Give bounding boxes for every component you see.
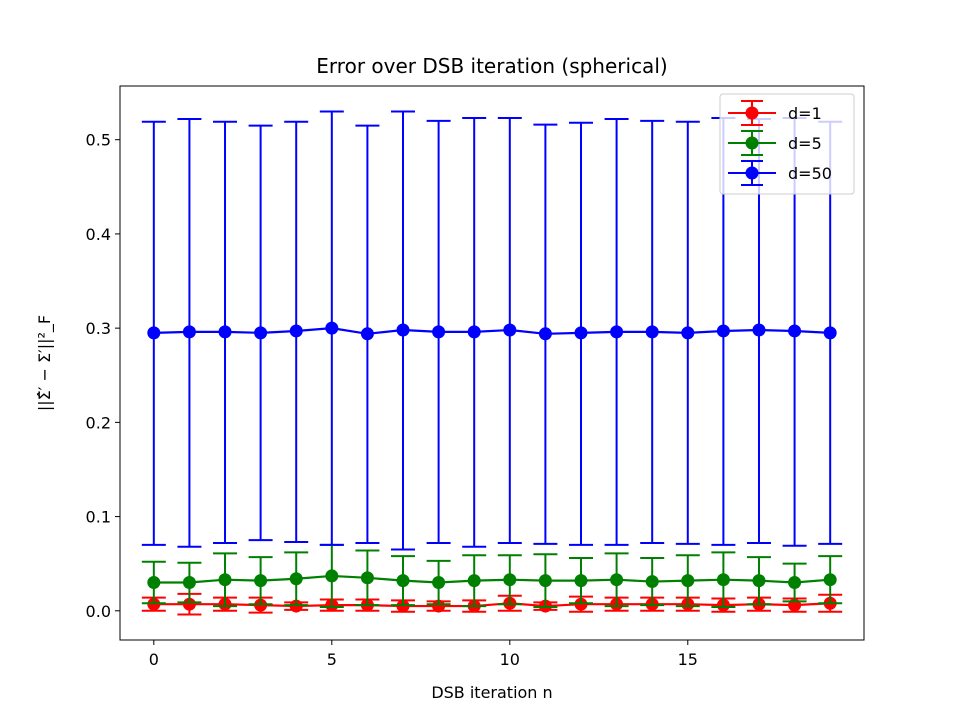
data-point — [681, 326, 695, 340]
data-point — [432, 576, 446, 590]
data-point — [289, 572, 303, 586]
legend-label: d=5 — [788, 134, 822, 153]
data-point — [467, 325, 481, 339]
data-point — [325, 569, 339, 583]
data-point — [254, 574, 268, 588]
data-point — [432, 599, 446, 613]
y-tick-label: 0.0 — [86, 602, 111, 621]
y-tick-label: 0.3 — [86, 319, 111, 338]
legend-marker — [745, 136, 759, 150]
data-point — [396, 574, 410, 588]
y-tick-label: 0.4 — [86, 225, 111, 244]
data-point — [360, 571, 374, 585]
x-axis-ticks: 0 5 10 15 — [149, 640, 698, 669]
data-point — [218, 573, 232, 587]
data-point — [147, 326, 161, 340]
data-point — [752, 323, 766, 337]
x-tick-label: 15 — [678, 650, 698, 669]
data-point — [503, 323, 517, 337]
data-point — [823, 573, 837, 587]
data-point — [360, 327, 374, 341]
data-point — [182, 576, 196, 590]
data-point — [645, 575, 659, 589]
data-point — [716, 324, 730, 338]
y-axis-ticks: 0.0 0.1 0.2 0.3 0.4 0.5 — [86, 131, 120, 621]
data-point — [182, 325, 196, 339]
chart-title: Error over DSB iteration (spherical) — [316, 54, 667, 78]
data-point — [147, 576, 161, 590]
legend-marker — [745, 166, 759, 180]
data-point — [610, 325, 624, 339]
x-tick-label: 0 — [149, 650, 159, 669]
legend: d=1 d=5 d=50 — [719, 93, 855, 195]
x-tick-label: 10 — [500, 650, 520, 669]
data-point — [823, 326, 837, 340]
data-point — [538, 327, 552, 341]
data-point — [182, 597, 196, 611]
data-point — [218, 325, 232, 339]
data-point — [467, 574, 481, 588]
data-point — [254, 326, 268, 340]
data-point — [610, 573, 624, 587]
x-tick-label: 5 — [327, 650, 337, 669]
data-point — [752, 574, 766, 588]
data-point — [788, 576, 802, 590]
data-point — [503, 573, 517, 587]
data-point — [716, 573, 730, 587]
y-tick-label: 0.5 — [86, 131, 111, 150]
data-point — [396, 323, 410, 337]
y-tick-label: 0.1 — [86, 508, 111, 527]
data-point — [681, 574, 695, 588]
axes-frame — [119, 85, 865, 641]
data-point — [289, 324, 303, 338]
data-point — [325, 321, 339, 335]
data-point — [538, 574, 552, 588]
legend-label: d=50 — [788, 164, 832, 183]
plot-area — [141, 110, 843, 616]
y-axis-label: ||Σ̂′ − Σ′||²_F — [35, 315, 55, 411]
data-point — [574, 574, 588, 588]
data-point — [574, 326, 588, 340]
data-point — [645, 325, 659, 339]
x-axis-label: DSB iteration n — [431, 683, 552, 702]
data-point — [432, 325, 446, 339]
y-tick-label: 0.2 — [86, 413, 111, 432]
legend-label: d=1 — [788, 104, 822, 123]
data-point — [788, 324, 802, 338]
legend-marker — [745, 106, 759, 120]
